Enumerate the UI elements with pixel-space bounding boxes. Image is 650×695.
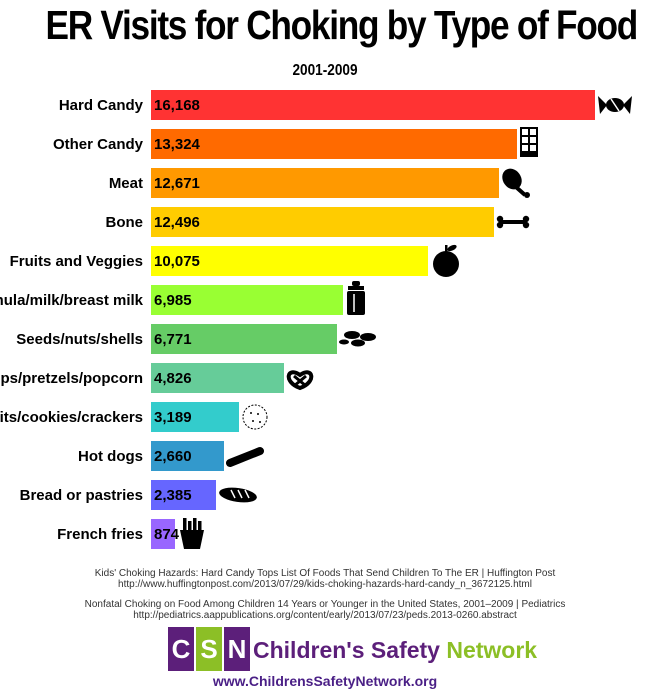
category-label-5: Formula/milk/breast milk <box>0 292 144 309</box>
bar-8 <box>151 402 239 432</box>
sources: Kids' Choking Hazards: Hard Candy Tops L… <box>0 568 650 630</box>
value-label-11: 874 <box>154 526 180 543</box>
value-label-1: 13,324 <box>154 136 201 153</box>
bar-10 <box>151 480 216 510</box>
bar-7 <box>151 363 284 393</box>
apple-icon <box>433 244 459 277</box>
category-label-0: Hard Candy <box>59 97 144 114</box>
value-label-5: 6,985 <box>154 292 192 309</box>
value-label-8: 3,189 <box>154 409 192 426</box>
baby-bottle-icon <box>347 281 365 315</box>
chocolate-bar-icon <box>520 127 538 157</box>
bread-icon <box>219 487 257 503</box>
bone-icon <box>496 215 530 229</box>
bar-11 <box>151 519 175 549</box>
category-label-6: Seeds/nuts/shells <box>16 331 143 348</box>
bar-chart: Hard Candy 16,168 Other Candy 13,324 Meat 12,… <box>0 90 632 549</box>
category-label-9: Hot dogs <box>78 448 143 465</box>
bar-5 <box>151 285 343 315</box>
category-label-1: Other Candy <box>53 136 144 153</box>
source-1-title: Kids' Choking Hazards: Hard Candy Tops L… <box>94 568 556 579</box>
drumstick-icon <box>502 168 530 198</box>
bar-9 <box>151 441 224 471</box>
category-label-2: Meat <box>109 175 143 192</box>
cookie-icon <box>242 404 268 430</box>
bar-3 <box>151 207 494 237</box>
value-label-6: 6,771 <box>154 331 192 348</box>
bar-0 <box>151 90 595 120</box>
value-label-0: 16,168 <box>154 97 200 114</box>
bar-1 <box>151 129 517 159</box>
logo-letter-c: C <box>168 627 194 671</box>
source-2: Nonfatal Choking on Food Among Children … <box>0 599 650 621</box>
source-1: Kids' Choking Hazards: Hard Candy Tops L… <box>0 568 650 590</box>
value-label-2: 12,671 <box>154 175 200 192</box>
candy-icon <box>598 96 632 114</box>
value-label-10: 2,385 <box>154 487 192 504</box>
hot-dog-icon <box>226 447 264 467</box>
category-label-10: Bread or pastries <box>20 487 143 504</box>
pretzel-icon <box>286 370 314 391</box>
bar-2 <box>151 168 499 198</box>
logo-name: Children's Safety Network <box>253 637 537 664</box>
logo-name-part1: Children's Safety <box>253 637 440 663</box>
category-label-7: Chips/pretzels/popcorn <box>0 370 143 387</box>
logo-letter-s: S <box>196 627 222 671</box>
french-fries-icon <box>180 518 204 549</box>
seeds-icon <box>339 331 376 347</box>
category-label-8: Bicuits/cookies/crackers <box>0 409 143 426</box>
value-label-4: 10,075 <box>154 253 200 270</box>
value-label-3: 12,496 <box>154 214 200 231</box>
category-label-4: Fruits and Veggies <box>10 253 143 270</box>
logo-name-part2: Network <box>446 637 538 663</box>
value-label-7: 4,826 <box>154 370 192 387</box>
bar-4 <box>151 246 428 276</box>
logo-letter-n: N <box>224 627 250 671</box>
bar-6 <box>151 324 337 354</box>
chart-subtitle: 2001-2009 <box>292 62 358 79</box>
website-link[interactable]: www.ChildrensSafetyNetwork.org <box>212 673 438 689</box>
source-1-url[interactable]: http://www.huffingtonpost.com/2013/07/29… <box>118 579 532 590</box>
category-label-11: French fries <box>57 526 143 543</box>
category-label-3: Bone <box>106 214 144 231</box>
value-label-9: 2,660 <box>154 448 192 465</box>
chart-title: ER Visits for Choking by Type of Food <box>45 2 639 48</box>
source-2-url[interactable]: http://pediatrics.aappublications.org/co… <box>133 610 517 621</box>
source-2-title: Nonfatal Choking on Food Among Children … <box>84 599 566 610</box>
